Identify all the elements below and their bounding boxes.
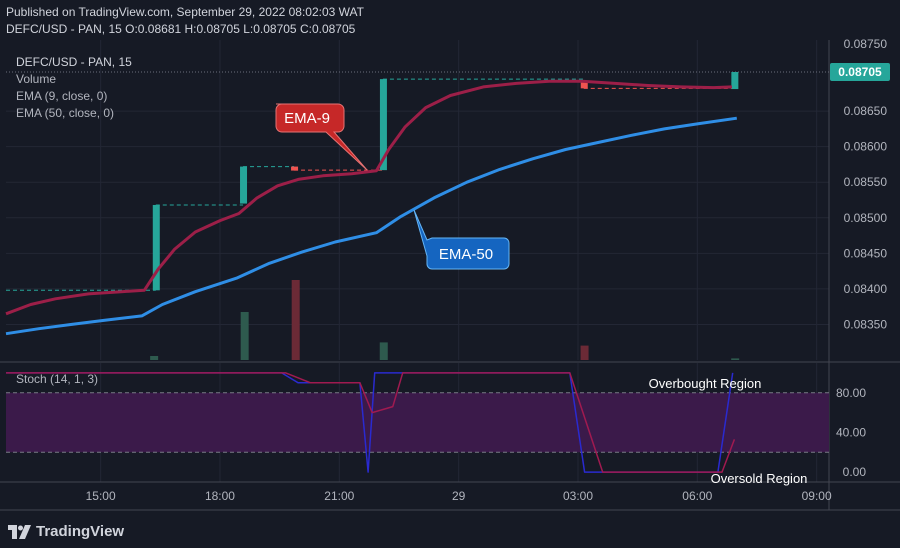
stoch-tick-label: 80.00 xyxy=(836,386,866,400)
footer-brand[interactable]: TradingView xyxy=(8,523,124,540)
candle xyxy=(379,79,387,171)
time-tick-label: 21:00 xyxy=(324,489,354,503)
stoch-tick-label: 0.00 xyxy=(843,465,867,479)
legend-ema9[interactable]: EMA (9, close, 0) xyxy=(16,89,108,103)
time-tick-label: 06:00 xyxy=(682,489,712,503)
price-tick-label: 0.08600 xyxy=(844,140,888,154)
ohlc-line: DEFC/USD - PAN, 15 O:0.08681 H:0.08705 L… xyxy=(6,22,356,36)
volume-bar xyxy=(291,280,300,360)
current-price-label: 0.08705 xyxy=(838,65,882,79)
stoch-legend[interactable]: Stoch (14, 1, 3) xyxy=(16,372,99,386)
volume-bar xyxy=(240,312,249,360)
candle xyxy=(152,204,160,291)
time-tick-label: 09:00 xyxy=(802,489,832,503)
price-tick-label: 0.08650 xyxy=(844,104,888,118)
stoch-band xyxy=(6,392,829,453)
ema9-callout xyxy=(275,103,368,171)
oversold-label: Oversold Region xyxy=(711,471,808,486)
ema9-callout-label: EMA-9 xyxy=(284,110,330,127)
price-tick-label: 0.08750 xyxy=(844,37,888,51)
volume-bar xyxy=(731,358,740,360)
current-price-tag xyxy=(830,63,890,81)
volume-bar xyxy=(379,342,388,360)
price-tick-label: 0.08550 xyxy=(844,175,888,189)
candle xyxy=(731,72,739,90)
candle xyxy=(580,81,588,89)
time-tick-label: 29 xyxy=(452,489,466,503)
price-tick-label: 0.08400 xyxy=(844,282,888,296)
overbought-label: Overbought Region xyxy=(649,376,762,391)
legend-volume[interactable]: Volume xyxy=(16,72,57,86)
stoch-d-line xyxy=(6,372,736,473)
stoch-k-line xyxy=(6,372,734,473)
chart-legend: DEFC/USD - PAN, 15 Volume EMA (9, close,… xyxy=(16,54,132,122)
candle xyxy=(240,166,248,204)
stoch-tick-label: 40.00 xyxy=(836,425,866,439)
price-tick-label: 0.08500 xyxy=(844,211,888,225)
legend-symbol[interactable]: DEFC/USD - PAN, 15 xyxy=(16,55,132,69)
legend-ema50[interactable]: EMA (50, close, 0) xyxy=(16,106,115,120)
tradingview-logo-icon xyxy=(8,524,31,539)
volume-bar xyxy=(150,356,159,360)
time-tick-label: 03:00 xyxy=(563,489,593,503)
price-tick-label: 0.08450 xyxy=(844,246,888,260)
ema50-callout-label: EMA-50 xyxy=(439,246,493,263)
time-tick-label: 18:00 xyxy=(205,489,235,503)
ema50-callout-shape xyxy=(413,209,510,270)
time-tick-label: 15:00 xyxy=(86,489,116,503)
volume-bar xyxy=(580,345,589,360)
candle xyxy=(291,166,299,171)
ema9-line xyxy=(5,79,732,316)
footer-brand-label: TradingView xyxy=(36,523,125,540)
ema9-callout-shape xyxy=(275,103,368,171)
price-tick-label: 0.08350 xyxy=(844,317,888,331)
published-line: Published on TradingView.com, September … xyxy=(6,5,364,19)
ema50-line xyxy=(5,116,738,336)
